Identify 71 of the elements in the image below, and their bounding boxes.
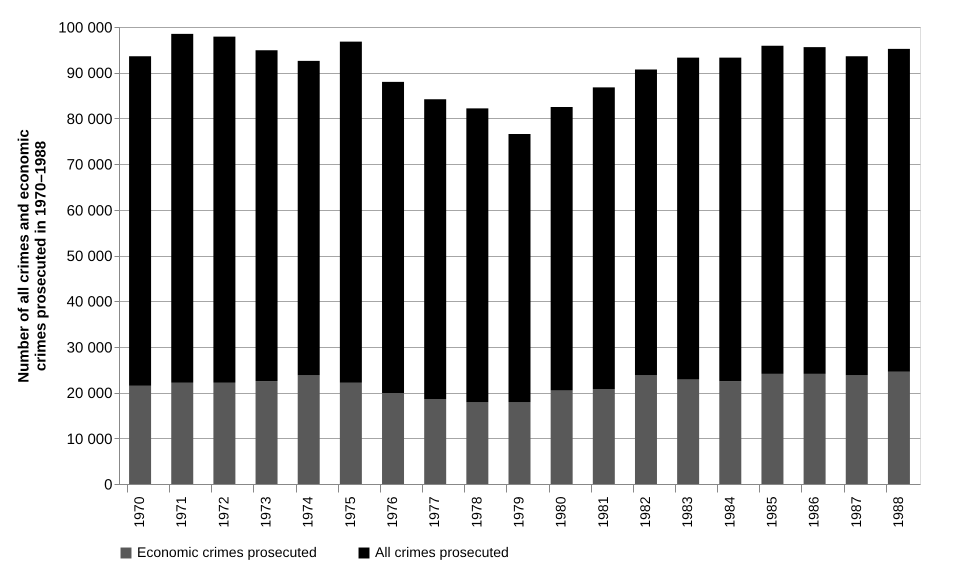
bar xyxy=(804,374,826,484)
y-tick-label: 60 000 xyxy=(66,202,112,220)
bar xyxy=(382,82,404,394)
bar xyxy=(550,390,573,484)
bar xyxy=(340,42,362,383)
x-tick-label: 1974 xyxy=(300,496,316,528)
bar xyxy=(256,381,278,484)
bar xyxy=(424,99,446,399)
bar xyxy=(508,134,530,402)
bar xyxy=(888,372,910,484)
x-tick-label: 1976 xyxy=(384,496,400,528)
x-tick-label: 1988 xyxy=(890,496,906,528)
x-tick-label: 1979 xyxy=(510,496,526,528)
bar xyxy=(634,375,657,484)
x-tick-label: 1980 xyxy=(552,496,569,528)
x-tick-label: 1985 xyxy=(763,496,780,528)
x-tick-label: 1983 xyxy=(679,496,696,528)
bar xyxy=(298,375,320,484)
bar xyxy=(340,382,362,484)
y-tick-label: 80 000 xyxy=(66,110,112,128)
bar xyxy=(761,374,784,484)
bar xyxy=(634,70,657,376)
bar xyxy=(508,402,530,484)
bar xyxy=(846,56,868,376)
bar xyxy=(888,48,910,372)
y-tick-label: 40 000 xyxy=(66,294,112,311)
x-tick-label: 1973 xyxy=(258,496,274,528)
bar xyxy=(213,36,236,383)
bar xyxy=(213,382,236,484)
bar xyxy=(677,379,700,484)
bar xyxy=(424,399,446,484)
y-tick-label: 0 xyxy=(104,476,112,494)
bar xyxy=(466,108,488,402)
y-tick-label: 70 000 xyxy=(66,156,112,174)
y-tick-label: 30 000 xyxy=(66,339,112,356)
x-tick-label: 1984 xyxy=(721,496,738,528)
bar xyxy=(719,381,742,484)
x-tick-label: 1970 xyxy=(131,496,148,528)
bar xyxy=(719,58,742,382)
bar xyxy=(846,375,868,484)
y-tick-label: 10 000 xyxy=(66,430,112,448)
bar xyxy=(804,47,826,374)
y-axis-title: Number of all crimes and economic crimes prosecuted in 1970–1988 xyxy=(15,129,50,383)
x-tick-label: 1975 xyxy=(342,496,358,528)
y-tick-label: 90 000 xyxy=(66,65,112,82)
bar xyxy=(129,56,152,386)
bar xyxy=(592,87,615,389)
x-tick-label: 1987 xyxy=(848,496,864,528)
x-tick-label: 1972 xyxy=(215,496,232,528)
y-tick-label: 50 000 xyxy=(66,248,112,265)
bar xyxy=(382,393,404,484)
x-tick-label: 1971 xyxy=(173,496,190,528)
bar xyxy=(761,46,784,374)
bar xyxy=(171,34,194,383)
x-tick-label: 1986 xyxy=(806,496,822,528)
x-tick-label: 1978 xyxy=(468,496,484,528)
bar xyxy=(256,50,278,382)
x-tick-label: 1977 xyxy=(426,496,442,528)
y-tick-label: 100 000 xyxy=(58,20,112,36)
bar xyxy=(466,402,488,484)
bar xyxy=(677,58,700,380)
legend-label: All crimes prosecuted xyxy=(375,544,509,560)
bar xyxy=(550,106,573,390)
bar xyxy=(298,60,320,376)
bar xyxy=(171,382,194,484)
bar xyxy=(592,388,615,484)
x-tick-label: 1981 xyxy=(594,496,611,528)
legend-label: Economic crimes prosecuted xyxy=(137,544,317,560)
x-tick-label: 1982 xyxy=(636,496,653,528)
bar xyxy=(129,386,152,484)
y-tick-label: 20 000 xyxy=(66,385,112,402)
